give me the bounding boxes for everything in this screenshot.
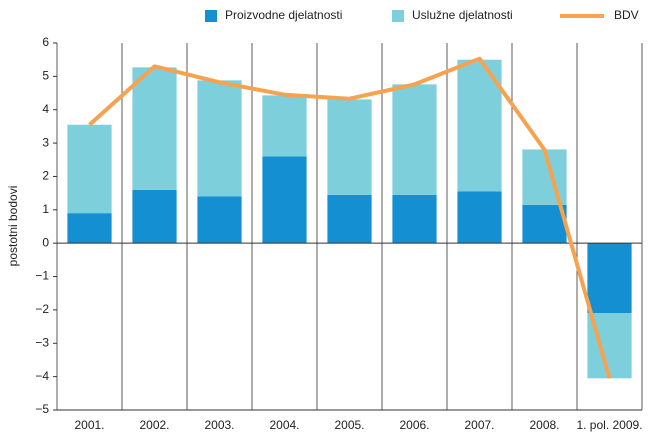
bar [327, 99, 372, 195]
x-tick-label: 2007. [464, 418, 494, 432]
y-tick-label: 5 [42, 69, 49, 83]
y-tick-label: −1 [35, 269, 49, 283]
y-tick-label: −4 [35, 369, 49, 383]
bar [587, 243, 632, 314]
y-tick-label: 3 [42, 135, 49, 149]
y-tick-label: 6 [42, 35, 49, 49]
bar [197, 80, 242, 197]
x-tick-label: 2003. [204, 418, 234, 432]
x-tick-label: 1. pol. 2009. [576, 418, 642, 432]
x-tick-label: 2008. [529, 418, 559, 432]
x-tick-label: 2006. [399, 418, 429, 432]
legend-swatch [205, 10, 217, 22]
x-tick-label: 2001. [74, 418, 104, 432]
bar [327, 194, 372, 244]
bar [522, 204, 567, 244]
bar [262, 156, 307, 244]
bar [522, 149, 567, 205]
y-tick-label: 2 [42, 169, 49, 183]
bar [67, 213, 112, 244]
bar [457, 191, 502, 244]
y-tick-label: 4 [42, 102, 49, 116]
y-tick-label: −3 [35, 335, 49, 349]
x-tick-label: 2004. [269, 418, 299, 432]
y-tick-label: −5 [35, 402, 49, 416]
bar [132, 67, 177, 190]
bar [392, 194, 437, 244]
bar [197, 196, 242, 244]
y-tick-label: 0 [42, 235, 49, 249]
bar [392, 84, 437, 195]
legend-label: Proizvodne djelatnosti [225, 8, 342, 22]
bar [262, 95, 307, 157]
bar [67, 124, 112, 214]
legend-label: Uslužne djelatnosti [412, 8, 513, 22]
y-axis-label: postotni bodovi [6, 186, 20, 267]
bar [132, 189, 177, 244]
x-tick-label: 2002. [139, 418, 169, 432]
legend-label: BDV [614, 8, 639, 22]
line [88, 56, 612, 379]
legend-swatch [392, 10, 404, 22]
y-tick-label: 1 [42, 202, 49, 216]
y-tick-label: −2 [35, 302, 49, 316]
x-tick-label: 2005. [334, 418, 364, 432]
